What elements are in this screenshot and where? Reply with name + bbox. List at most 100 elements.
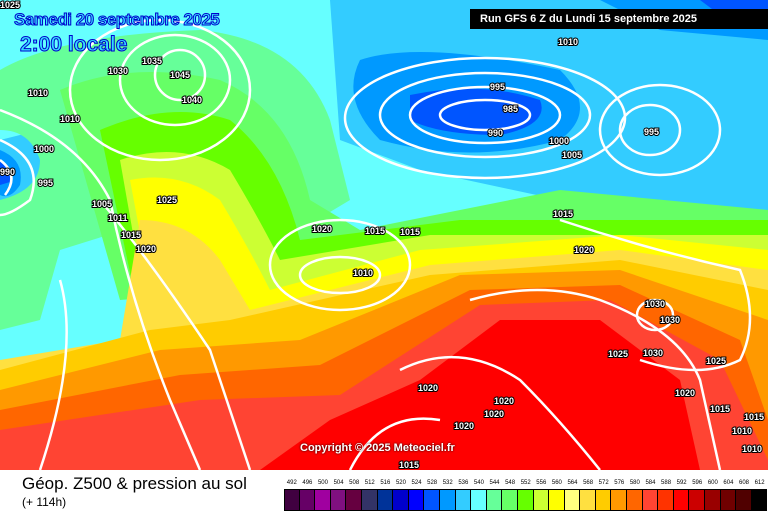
scale-label: 560 (551, 480, 562, 486)
scale-cell: 576 (611, 480, 628, 511)
zone-532 (0, 0, 768, 197)
isobar-label: 1015 (744, 412, 764, 422)
isobar-label: 1015 (121, 230, 141, 240)
scale-swatch (627, 489, 643, 511)
scale-swatch (658, 489, 674, 511)
scale-swatch (377, 489, 394, 511)
zone-556 (120, 152, 768, 330)
scale-swatch (393, 489, 409, 511)
scale-label: 600 (707, 480, 718, 486)
scale-swatch (330, 489, 347, 511)
isobar-label: 1015 (400, 227, 420, 237)
scale-swatch (517, 489, 534, 511)
scale-label: 608 (739, 480, 750, 486)
isobar-label: 1025 (706, 356, 726, 366)
isobar-label: 1015 (399, 460, 419, 470)
scale-cell: 548 (502, 480, 518, 511)
zone-536 (0, 0, 768, 320)
isobar-label: 1010 (558, 37, 578, 47)
scale-cell: 600 (705, 480, 721, 511)
weather-map: 1025 1010 1030 1035 1045 1040 1010 1000 … (0, 0, 768, 470)
scale-swatch (611, 489, 628, 511)
isobar-label: 1020 (418, 383, 438, 393)
isobar-label: 1010 (742, 444, 762, 454)
scale-label: 508 (349, 480, 360, 486)
isobar-label: 1030 (643, 348, 663, 358)
scale-cell: 592 (673, 480, 690, 511)
isobar-label: 1025 (608, 349, 628, 359)
isobar-label: 990 (488, 128, 503, 138)
scale-cell: 536 (455, 480, 472, 511)
scale-label: 596 (692, 480, 703, 486)
scale-swatch (361, 489, 378, 511)
scale-cell: 500 (315, 480, 331, 511)
scale-label: 584 (645, 480, 656, 486)
isobar-label: 1020 (454, 421, 474, 431)
scale-label: 512 (364, 480, 375, 486)
scale-swatch (642, 489, 659, 511)
copyright: Copyright © 2025 Meteociel.fr (300, 442, 455, 454)
scale-label: 552 (520, 480, 531, 486)
color-scale: 492 496 500 504 508 512 516 520 524 528 532 536 540 5… (284, 480, 768, 511)
isobar-label: 1020 (494, 396, 514, 406)
scale-cell: 492 (284, 480, 300, 511)
scale-swatch (408, 489, 425, 511)
forecast-date: Samedi 20 septembre 2025 (13, 10, 220, 30)
isobar-label: 990 (0, 167, 15, 177)
scale-cell: 596 (689, 480, 706, 511)
scale-label: 580 (629, 480, 640, 486)
scale-label: 524 (411, 480, 422, 486)
scale-cell: 584 (642, 480, 659, 511)
isobar-label: 1030 (660, 315, 680, 325)
scale-label: 612 (754, 480, 765, 486)
scale-label: 556 (536, 480, 547, 486)
scale-cell: 552 (517, 480, 534, 511)
scale-swatch (689, 489, 706, 511)
scale-swatch (533, 489, 550, 511)
scale-swatch (673, 489, 690, 511)
scale-cell: 504 (330, 480, 347, 511)
scale-label: 528 (427, 480, 438, 486)
isobar-label: 1020 (136, 244, 156, 254)
scale-label: 548 (505, 480, 516, 486)
legend-title: Géop. Z500 & pression au sol (22, 474, 247, 493)
scale-label: 604 (723, 480, 734, 486)
scale-cell: 612 (751, 480, 768, 511)
isobar-label: 1020 (312, 224, 332, 234)
scale-swatch (455, 489, 472, 511)
isobar-label: 1035 (142, 56, 162, 66)
isobar-label: 995 (490, 82, 505, 92)
zone-592 (260, 320, 700, 470)
scale-swatch (439, 489, 456, 511)
isobar-label: 1005 (562, 150, 582, 160)
isobar-label: 1000 (549, 136, 569, 146)
scale-swatch (471, 489, 487, 511)
scale-label: 592 (676, 480, 687, 486)
scale-cell: 556 (533, 480, 550, 511)
scale-label: 500 (317, 480, 328, 486)
scale-label: 496 (302, 480, 313, 486)
scale-cell: 544 (486, 480, 503, 511)
scale-swatch (424, 489, 440, 511)
scale-swatch (502, 489, 518, 511)
scale-label: 568 (583, 480, 594, 486)
scale-cell: 560 (549, 480, 565, 511)
scale-label: 532 (442, 480, 453, 486)
scale-swatch (549, 489, 565, 511)
isobar-label: 1010 (353, 268, 373, 278)
isobar-label: 1010 (28, 88, 48, 98)
scale-swatch (595, 489, 612, 511)
scale-swatch (486, 489, 503, 511)
isobar-label: 1010 (60, 114, 80, 124)
isobar-label: 1015 (710, 404, 730, 414)
scale-cell: 608 (736, 480, 752, 511)
scale-swatch (580, 489, 596, 511)
isobar-label: 1025 (157, 195, 177, 205)
isobar-label: 1015 (365, 226, 385, 236)
scale-cell: 564 (564, 480, 581, 511)
isobars (0, 18, 752, 470)
isobar-label: 995 (38, 178, 53, 188)
scale-cell: 568 (580, 480, 596, 511)
scale-cell: 604 (720, 480, 737, 511)
scale-cell: 572 (595, 480, 612, 511)
